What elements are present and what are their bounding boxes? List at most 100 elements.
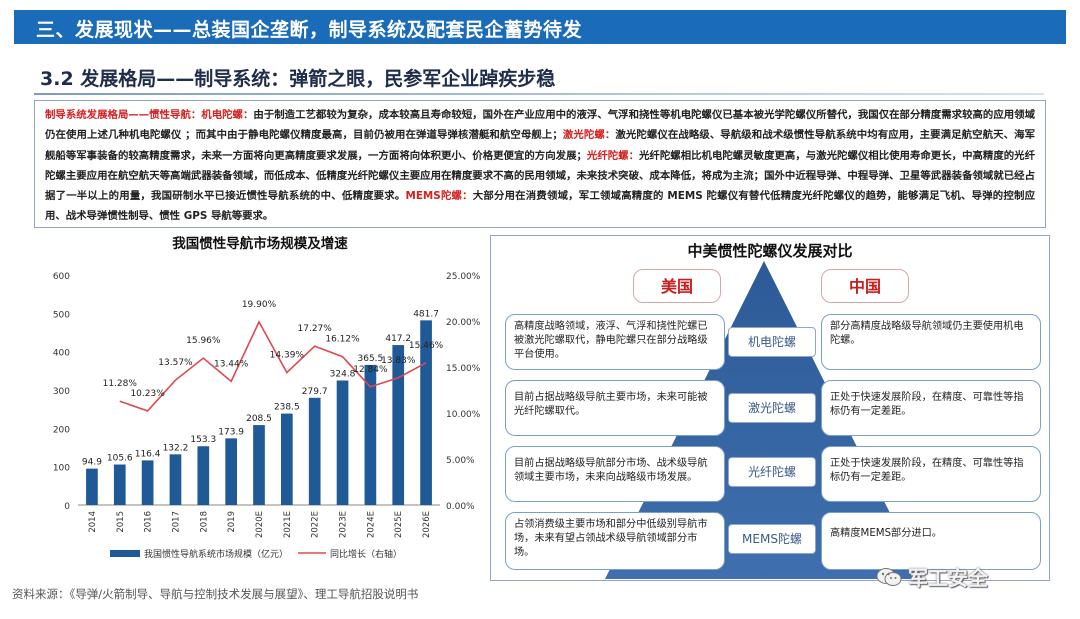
growth-value-label: 12.84% <box>353 365 388 375</box>
x-tick-label: 2019 <box>227 511 237 533</box>
bar-value-label: 324.8 <box>330 369 356 379</box>
x-tick-label: 2023E <box>339 511 349 538</box>
growth-value-label: 16.12% <box>325 335 360 345</box>
growth-value-label: 15.46% <box>409 341 444 351</box>
page-subtitle: 3.2 发展格局——制导系统：弹箭之眼，民参军企业踔疾步稳 <box>40 68 556 90</box>
growth-line <box>119 320 427 412</box>
keyword-mems: MEMS陀螺： <box>405 190 473 203</box>
bar-value-label: 481.7 <box>413 309 439 319</box>
x-tick-label: 2018 <box>199 511 209 533</box>
bar-value-label: 132.2 <box>163 443 189 453</box>
growth-value-label: 14.39% <box>270 351 305 361</box>
summary-paragraph: 制导系统发展格局——惯性导航：机电陀螺：由于制造工艺都较为复杂，成本较高且寿命较… <box>34 100 1046 228</box>
lead-keyword: 制导系统发展格局——惯性导航：机电陀螺： <box>45 109 254 121</box>
keyword-laser: 激光陀螺： <box>562 129 616 142</box>
y2-tick-label: 10.00% <box>446 410 481 420</box>
watermark-text: 军工安全 <box>908 566 988 590</box>
growth-value-label: 13.57% <box>158 358 193 368</box>
bar-value-label: 173.9 <box>218 427 244 437</box>
china-card-mechanical: 部分高精度战略级导航领域仍主要使用机电陀螺。 <box>821 314 1041 370</box>
legend-bar-label: 我国惯性导航系统市场规模（亿元） <box>144 548 288 560</box>
bar-value-label: 105.6 <box>107 454 133 464</box>
x-tick-label: 2020E <box>255 511 265 538</box>
bar <box>86 468 98 505</box>
x-tick-label: 2024E <box>366 511 376 538</box>
growth-value-label: 13.83% <box>381 356 416 366</box>
y2-tick-label: 15.00% <box>446 364 481 374</box>
bar <box>225 438 238 505</box>
text-laser: 激光陀螺仪在战略级、导航级和战术级惯性导航系统中均有应用，主要满足航空航天、海军… <box>45 129 1036 162</box>
tech-label-mems: MEMS陀螺 <box>728 524 816 554</box>
text-fiber: 光纤陀螺相比机电陀螺灵敏度更高，与激光陀螺仪相比使用寿命更长，中高精度的光纤陀螺… <box>45 149 1035 203</box>
bar-value-label: 153.3 <box>190 435 216 445</box>
bar <box>141 460 154 505</box>
legend-line-label: 同比增长（右轴） <box>330 548 402 560</box>
bar <box>420 320 432 505</box>
x-tick-label: 2016 <box>144 511 154 533</box>
keyword-fiber: 光纤陀螺： <box>586 149 640 162</box>
bar <box>113 464 126 505</box>
tech-label-fiber: 光纤陀螺 <box>728 457 816 487</box>
growth-value-label: 10.23% <box>130 389 165 399</box>
china-card-fiber: 正处于快速发展阶段，在精度、可靠性等指标仍有一定差距。 <box>821 446 1041 502</box>
usa-card-laser: 目前占据战略级导航主要市场，未来可能被光纤陀螺取代。 <box>505 380 725 436</box>
growth-value-label: 15.96% <box>186 336 221 346</box>
china-label: 中国 <box>821 269 909 303</box>
bar <box>169 454 182 505</box>
diagram-title: 中美惯性陀螺仪发展对比 <box>687 242 853 260</box>
y-tick-label: 600 <box>53 272 70 282</box>
bar <box>336 380 349 505</box>
source-note: 资料来源：《导弹/火箭制导、导航与控制技术发展与展望》、理工导航招股说明书 <box>12 587 419 601</box>
bar-value-label: 417.2 <box>385 334 411 344</box>
watermark: 军工安全 <box>876 562 988 591</box>
y2-tick-label: 0.00% <box>446 502 475 512</box>
subtitle-divider <box>34 93 1044 95</box>
bar-value-label: 365.5 <box>358 354 384 364</box>
y-tick-label: 200 <box>53 425 70 435</box>
growth-value-label: 13.44% <box>214 359 249 369</box>
chart-title: 我国惯性导航市场规模及增速 <box>172 236 348 252</box>
usa-card-fiber: 目前占据战略级导航部分市场、战术级导航领域主要市场，未来向战略级市场发展。 <box>505 446 725 502</box>
bar <box>392 345 405 505</box>
bar <box>253 425 265 505</box>
bar-value-label: 238.5 <box>274 403 300 413</box>
china-card-laser: 正处于快速发展阶段，在精度、可靠性等指标仍有一定差距。 <box>821 380 1041 436</box>
y-tick-label: 100 <box>53 464 70 474</box>
usa-card-mems: 占领消费级主要市场和部分中低级别导航市场，未来有望占领战术级导航领域部分市场。 <box>505 512 725 570</box>
comparison-diagram: 中美惯性陀螺仪发展对比 美国 中国 高精度战略领域，液浮、气浮和挠性陀螺已被激光… <box>490 235 1050 581</box>
y-tick-label: 500 <box>53 310 70 320</box>
y2-tick-label: 20.00% <box>446 318 481 328</box>
growth-value-label: 17.27% <box>298 324 333 334</box>
tech-label-laser: 激光陀螺 <box>728 393 816 423</box>
growth-value-label: 11.28% <box>103 379 138 389</box>
header-bar: 三、发展现状——总装国企垄断，制导系统及配套民企蓄势待发 <box>14 10 1066 44</box>
x-tick-label: 2017 <box>171 511 181 533</box>
bar <box>308 397 321 505</box>
y2-tick-label: 5.00% <box>446 456 475 466</box>
legend-bar-swatch <box>110 550 140 557</box>
bar-value-label: 94.9 <box>82 458 102 468</box>
bar <box>280 413 293 505</box>
bar <box>364 364 377 505</box>
bar <box>197 446 210 505</box>
x-tick-label: 2015 <box>116 511 126 533</box>
bar-value-label: 279.7 <box>302 387 328 397</box>
y2-tick-label: 25.00% <box>446 272 481 282</box>
usa-card-mechanical: 高精度战略领域，液浮、气浮和挠性陀螺已被激光陀螺取代，静电陀螺只在部分战略级平台… <box>505 314 725 370</box>
market-chart: 0 100 200 300 400 500 600 0.00% 5.00% 10.00% 15.00… <box>53 272 481 560</box>
tech-label-mechanical: 机电陀螺 <box>728 327 816 357</box>
china-card-mems: 高精度MEMS部分进口。 <box>821 512 1041 570</box>
y-tick-label: 0 <box>64 502 70 512</box>
wechat-icon <box>876 567 902 586</box>
x-tick-label: 2014 <box>88 511 98 533</box>
text-mems: 大部分用在消费领域，军工领域高精度的 MEMS 陀螺仪有替代低精度光纤陀螺仪的趋… <box>45 190 1035 223</box>
x-tick-label: 2021E <box>283 511 293 538</box>
text-mechanical: 由于制造工艺都较为复杂，成本较高且寿命较短，国外在产业应用中的液浮、气浮和挠性等… <box>45 109 1035 142</box>
x-tick-label: 2025E <box>394 511 404 538</box>
bar-value-label: 208.5 <box>246 414 272 424</box>
x-tick-label: 2026E <box>422 511 432 538</box>
y-tick-label: 400 <box>53 349 70 359</box>
usa-label: 美国 <box>633 269 721 303</box>
y-tick-label: 300 <box>53 387 70 397</box>
x-tick-label: 2022E <box>311 511 321 538</box>
